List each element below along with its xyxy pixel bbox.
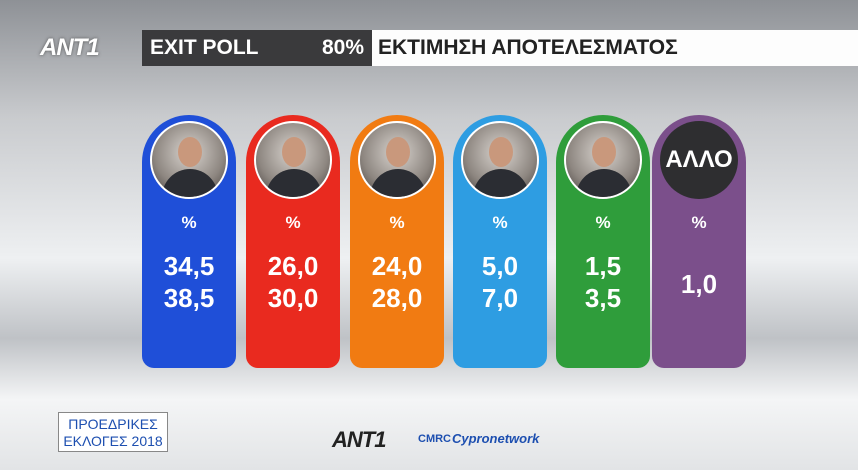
photo-body	[473, 169, 529, 197]
unit-label: %	[492, 213, 508, 232]
election-line1: ΠΡΟΕΔΡΙΚΕΣ	[68, 416, 158, 432]
value-label: 24,0	[371, 251, 423, 281]
candidate-column: ΑΛΛΟ% 1,0	[652, 115, 746, 368]
candidate-photo	[564, 121, 642, 199]
value-label: 7,0	[481, 283, 519, 313]
candidate-photo	[254, 121, 332, 199]
value-label: 1,0	[680, 269, 718, 299]
unit-label: %	[691, 213, 707, 232]
poll-label: EXIT POLL	[150, 36, 259, 59]
candidate-column: % 34,5 38,5	[142, 115, 236, 368]
photo-head	[386, 137, 410, 167]
value-label: 26,0	[267, 251, 319, 281]
partner-b: Cypronetwork	[452, 431, 540, 446]
photo-body	[266, 169, 322, 197]
partner-a: CMRC	[418, 433, 451, 445]
value-label: 28,0	[371, 283, 423, 313]
candidate-photo	[358, 121, 436, 199]
value-label: 38,5	[163, 283, 215, 313]
candidate-photo	[150, 121, 228, 199]
unit-label: %	[389, 213, 405, 232]
photo-head	[282, 137, 306, 167]
candidate-column: % 1,5 3,5	[556, 115, 650, 368]
election-line2: ΕΚΛΟΓΕΣ 2018	[63, 433, 163, 449]
photo-head	[489, 137, 513, 167]
header-title: ΕΚΤΙΜΗΣΗ ΑΠΟΤΕΛΕΣΜΑΤΟΣ	[378, 36, 678, 59]
value-label: 34,5	[163, 251, 215, 281]
header-title-bar: ΕΚΤΙΜΗΣΗ ΑΠΟΤΕΛΕΣΜΑΤΟΣ	[372, 30, 858, 66]
footer-logo: ANT1	[332, 427, 386, 452]
unit-label: %	[285, 213, 301, 232]
value-label: 3,5	[584, 283, 622, 313]
counted-percent: 80%	[321, 36, 364, 59]
candidate-column: % 24,0 28,0	[350, 115, 444, 368]
election-box: ΠΡΟΕΔΡΙΚΕΣ ΕΚΛΟΓΕΣ 2018	[58, 412, 168, 452]
candidate-column: % 26,0 30,0	[246, 115, 340, 368]
unit-label: %	[181, 213, 197, 232]
value-label: 30,0	[267, 283, 319, 313]
header-dark-bar: EXIT POLL 80%	[142, 30, 372, 66]
photo-body	[162, 169, 218, 197]
candidate-photo	[461, 121, 539, 199]
candidate-column: % 5,0 7,0	[453, 115, 547, 368]
photo-body	[370, 169, 426, 197]
value-label: 1,5	[584, 251, 622, 281]
value-label: 5,0	[481, 251, 519, 281]
unit-label: %	[595, 213, 611, 232]
photo-head	[178, 137, 202, 167]
other-label: ΑΛΛΟ	[660, 121, 738, 199]
photo-body	[576, 169, 632, 197]
channel-logo: ANT1	[40, 34, 100, 61]
photo-head	[592, 137, 616, 167]
